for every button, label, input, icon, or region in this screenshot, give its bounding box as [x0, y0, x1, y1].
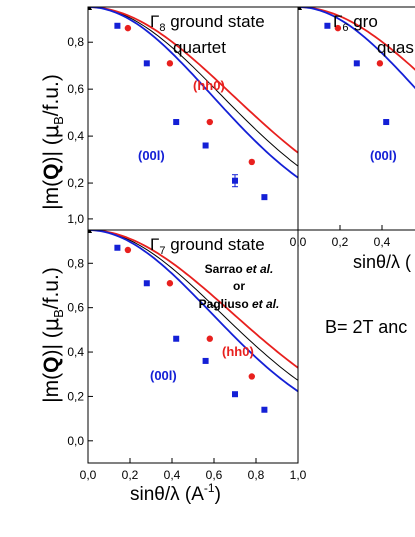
plot-frame [87, 229, 299, 464]
y-axis-label: |m(Q)| (μB/f.u.) [39, 267, 66, 403]
y-axis-label-top: |m(Q)| (μB/f.u.) [39, 74, 66, 210]
title-text: gro [349, 12, 378, 31]
x-tick-label: 0,2 [332, 235, 349, 249]
annotation-name: Sarrao [205, 262, 246, 276]
blue-data-point [261, 406, 268, 413]
title-sub: 8 [159, 22, 165, 34]
panel-title: Γ6 gro [333, 12, 378, 34]
y-tick-label: 0,6 [67, 301, 84, 315]
y-tick-label: 0,4 [67, 129, 84, 143]
title-text: ground state [166, 235, 265, 254]
blue-data-point [143, 280, 150, 287]
panel-title: Γ7 ground state [150, 235, 265, 257]
origin-marker [298, 7, 302, 10]
red-data-point [166, 280, 174, 287]
red-data-point [248, 158, 255, 166]
blue-data-point [232, 391, 238, 398]
blue-data-point [353, 60, 360, 67]
annotation-line: or [233, 279, 245, 293]
panel-gamma8: 0,2 0,4 0,6 0,8 Γ8 ground state quartet (hh0) (… [67, 6, 299, 231]
x-tick-label: 0,8 [248, 468, 265, 482]
red-data-point [334, 24, 342, 32]
x-tick-label: 0,0 [80, 468, 97, 482]
x-tick-label: 1,0 [290, 468, 307, 482]
series-label-red: (hh0) [193, 78, 225, 93]
origin-marker [88, 230, 92, 233]
series-label-blue: (00l) [370, 148, 397, 163]
annotation-line: Sarrao et al. [205, 262, 274, 276]
blue-data-point [173, 119, 180, 126]
panel-title-line2: quartet [173, 38, 226, 57]
panel-gamma7: 0,0 0,2 0,4 0,6 0,8 1,0 0,0 0,2 0,4 0,6 0,8 1,0 Γ7 g… [67, 212, 306, 482]
title-gamma: Γ [333, 12, 342, 31]
annotation-name: Pagliuso [199, 297, 252, 311]
title-gamma: Γ [150, 235, 159, 254]
x-tick-label: 0,6 [206, 468, 223, 482]
title-text: ground state [166, 12, 265, 31]
blue-data-point [173, 335, 180, 342]
y-tick-label: 0,2 [67, 389, 84, 403]
blue-data-point [383, 119, 390, 126]
y-tick-label: 0,0 [67, 434, 84, 448]
y-tick-label: 0,2 [67, 176, 84, 190]
series-label-red: (hh0) [222, 344, 254, 359]
annotation-etal: et al. [252, 297, 279, 311]
y-tick-label: 0,8 [67, 256, 84, 270]
blue-data-point [143, 60, 150, 67]
red-data-point [166, 60, 174, 67]
red-data-point [124, 24, 132, 32]
red-data-point [376, 60, 384, 67]
red-data-point [206, 335, 213, 342]
annotation-etal: et al. [246, 262, 273, 276]
black-fit-curve [88, 7, 298, 167]
x-tick-label: 0,2 [122, 468, 139, 482]
blue-data-point [261, 194, 268, 201]
blue-data-point [324, 22, 331, 29]
panel-title-line2: quas [377, 38, 414, 57]
field-note: B= 2T anc [325, 317, 407, 337]
x-axis-label: sinθ/λ (A-1) [130, 481, 221, 505]
red-data-point [248, 373, 255, 380]
plot-area [298, 7, 415, 126]
blue-fit-curve [88, 230, 298, 393]
blue-data-point [114, 244, 121, 251]
y-tick-label: 0,8 [67, 35, 84, 49]
red-fit-curve [88, 230, 298, 369]
black-fit-curve [88, 230, 298, 381]
plot-area [88, 7, 298, 201]
title-gamma: Γ [150, 12, 159, 31]
red-data-point [206, 118, 213, 126]
y-tick-label: 0,4 [67, 345, 84, 359]
y-tick-label: 1,0 [67, 212, 84, 226]
plot-area [88, 230, 298, 413]
series-label-blue: (00l) [138, 148, 165, 163]
panel-title: Γ8 ground state [150, 12, 265, 34]
red-fit-curve [88, 7, 298, 154]
red-fit-curve [298, 7, 415, 71]
title-sub: 7 [159, 245, 165, 257]
x-tick-label: 0,4 [164, 468, 181, 482]
y-tick-label: 0,6 [67, 82, 84, 96]
x-axis-label-partial: sinθ/λ ( [353, 252, 411, 272]
title-sub: 6 [342, 22, 348, 34]
x-tick-label: 0,4 [374, 235, 391, 249]
annotation-line: Pagliuso et al. [199, 297, 280, 311]
blue-data-point [114, 22, 121, 29]
blue-data-point [202, 357, 209, 364]
series-label-blue: (00l) [150, 368, 177, 383]
origin-marker [88, 7, 92, 10]
blue-fit-curve [298, 7, 415, 90]
plot-frame [297, 6, 415, 231]
red-data-point [124, 246, 132, 254]
blue-fit-curve [88, 7, 298, 179]
blue-data-point [202, 142, 209, 149]
